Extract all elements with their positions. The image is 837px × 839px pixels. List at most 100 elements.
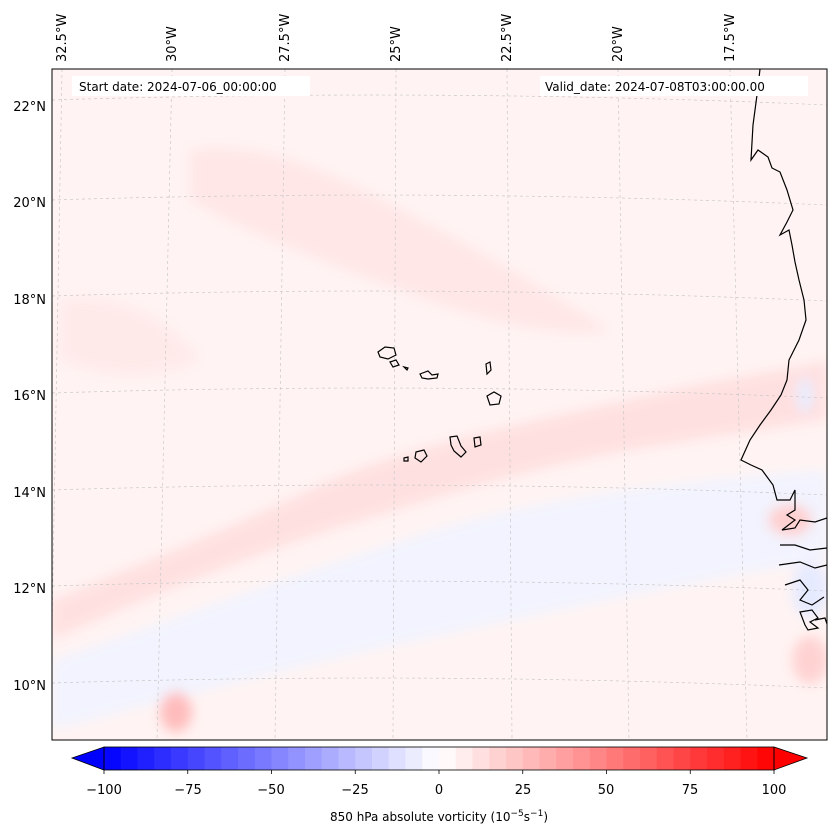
valid-date-label: Valid_date: 2024-07-08T03:00:00.00	[545, 80, 765, 94]
longitude-labels: 32.5°W 30°W 27.5°W 25°W 22.5°W 20°W 17.5…	[55, 14, 738, 62]
colorbar-cell	[171, 747, 189, 770]
positive-vorticity-patch	[60, 298, 200, 375]
colorbar-cell	[422, 747, 440, 770]
colorbar-cell	[589, 747, 607, 770]
colorbar-cell	[656, 747, 674, 770]
colorbar-tick-label: −25	[341, 783, 368, 798]
island-maio	[473, 436, 482, 448]
lon-label: 17.5°W	[723, 14, 738, 62]
positive-vorticity-band	[52, 360, 827, 640]
colorbar-cell	[154, 747, 172, 770]
island-santo-antao	[377, 346, 397, 360]
positive-vorticity-patch	[190, 148, 610, 333]
cape-verde-islands	[377, 346, 502, 463]
colorbar-cell	[439, 747, 457, 770]
positive-vorticity-spot	[768, 504, 812, 536]
colorbar-cell	[187, 747, 205, 770]
lat-label: 18°N	[13, 293, 46, 308]
colorbar-cell	[338, 747, 356, 770]
colorbar-tick-label: −75	[174, 783, 201, 798]
colorbar-min-arrow	[70, 746, 105, 771]
colorbar-cells	[104, 747, 775, 770]
island-santiago	[449, 435, 467, 458]
colorbar-max-arrow	[773, 746, 809, 771]
colorbar-tick-label: 100	[762, 783, 787, 798]
colorbar-tick-labels: −100 −75 −50 −25 0 25 50 75 100	[86, 783, 786, 798]
african-coastline	[740, 69, 827, 631]
lat-label: 14°N	[13, 486, 46, 501]
positive-vorticity-spot	[160, 692, 192, 732]
colorbar-cell	[405, 747, 423, 770]
colorbar-cell	[388, 747, 406, 770]
colorbar-cell	[723, 747, 741, 770]
lat-label: 10°N	[13, 679, 46, 694]
colorbar-cell	[372, 747, 390, 770]
gridlines	[52, 69, 827, 740]
colorbar-cell	[757, 747, 775, 770]
colorbar-tick-label: −50	[257, 783, 284, 798]
colorbar-label: 850 hPa absolute vorticity (10−5s−1)	[330, 809, 548, 824]
lat-label: 12°N	[13, 582, 46, 597]
map-frame	[51, 68, 828, 741]
colorbar-tick-label: 75	[682, 783, 699, 798]
colorbar-cell	[104, 747, 122, 770]
colorbar-cell	[690, 747, 708, 770]
colorbar-cell	[120, 747, 138, 770]
colorbar-cell	[137, 747, 155, 770]
lat-label: 16°N	[13, 389, 46, 404]
colorbar: −100 −75 −50 −25 0 25 50 75 100 850 hPa …	[70, 746, 809, 824]
lat-label: 20°N	[13, 196, 46, 211]
colorbar-cell	[707, 747, 725, 770]
colorbar-cell	[522, 747, 540, 770]
colorbar-tick-label: 25	[515, 783, 532, 798]
valid-date-box	[540, 76, 808, 96]
colorbar-tick-label: 50	[598, 783, 615, 798]
colorbar-cell	[573, 747, 591, 770]
colorbar-cell	[355, 747, 373, 770]
colorbar-cell	[455, 747, 473, 770]
island-boa-vista	[486, 391, 502, 406]
lon-label: 27.5°W	[278, 14, 293, 62]
colorbar-cell	[221, 747, 239, 770]
lon-label: 30°W	[165, 26, 180, 62]
colorbar-cell	[640, 747, 658, 770]
colorbar-cell	[539, 747, 557, 770]
colorbar-cell	[254, 747, 272, 770]
latitude-labels: 22°N 20°N 18°N 16°N 14°N 12°N 10°N	[13, 100, 46, 694]
island-brava	[403, 456, 409, 462]
colorbar-cell	[305, 747, 323, 770]
colorbar-cell	[271, 747, 289, 770]
island-santa-luzia	[402, 365, 409, 372]
colorbar-cell	[556, 747, 574, 770]
lon-label: 25°W	[389, 26, 404, 62]
colorbar-cell	[288, 747, 306, 770]
lon-label: 20°W	[611, 26, 626, 62]
lon-label: 22.5°W	[500, 14, 515, 62]
colorbar-cell	[606, 747, 624, 770]
vorticity-field	[52, 148, 827, 732]
island-sao-vicente	[389, 359, 400, 368]
colorbar-cell	[623, 747, 641, 770]
colorbar-cell	[238, 747, 256, 770]
colorbar-cell	[204, 747, 222, 770]
island-sal	[485, 361, 492, 376]
positive-vorticity-spot	[792, 636, 827, 684]
start-date-label: Start date: 2024-07-06_00:00:00	[79, 80, 277, 94]
colorbar-cell	[489, 747, 507, 770]
colorbar-cell	[673, 747, 691, 770]
colorbar-cell	[740, 747, 758, 770]
island-fogo	[414, 449, 428, 463]
negative-vorticity-patch	[797, 377, 813, 413]
map-panel: Start date: 2024-07-06_00:00:00 Valid_da…	[52, 69, 827, 740]
negative-vorticity-area	[52, 470, 827, 730]
colorbar-tick-label: −100	[86, 783, 122, 798]
lon-label: 32.5°W	[55, 14, 70, 62]
colorbar-cell	[472, 747, 490, 770]
colorbar-tick-label: 0	[435, 783, 443, 798]
colorbar-cell	[321, 747, 339, 770]
lat-label: 22°N	[13, 100, 46, 115]
start-date-box	[72, 76, 310, 96]
island-sao-nicolau	[419, 370, 439, 380]
colorbar-ticks	[103, 770, 775, 774]
